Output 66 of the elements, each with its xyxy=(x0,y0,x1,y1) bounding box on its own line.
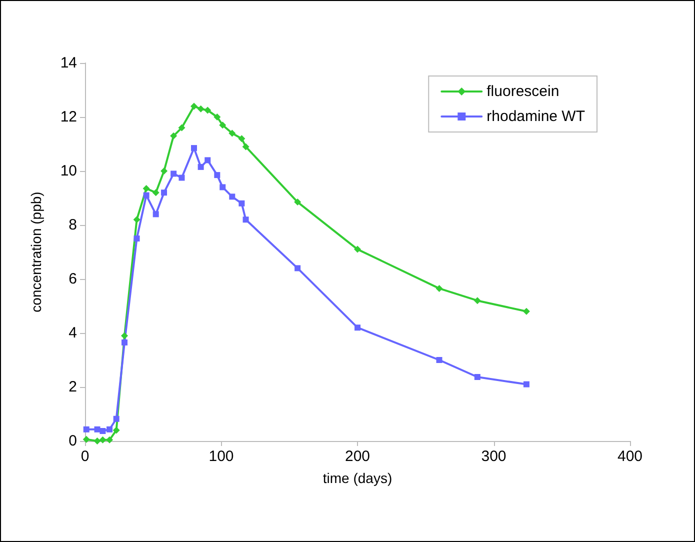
point xyxy=(354,324,360,331)
point xyxy=(294,265,301,272)
point xyxy=(197,105,204,112)
point xyxy=(99,436,106,444)
y-tick-label: 6 xyxy=(68,270,77,288)
point xyxy=(229,194,236,200)
point xyxy=(160,168,168,174)
legend-label: rhodamine WT xyxy=(486,108,586,125)
point xyxy=(198,164,204,170)
point xyxy=(161,190,168,196)
point xyxy=(190,102,198,110)
point xyxy=(83,426,90,432)
point xyxy=(142,185,150,192)
y-tick-label: 4 xyxy=(68,324,77,342)
point xyxy=(214,172,220,178)
point xyxy=(436,284,443,292)
point xyxy=(214,114,221,120)
point xyxy=(170,170,177,177)
point xyxy=(134,236,140,242)
point xyxy=(242,143,250,150)
point xyxy=(242,216,249,223)
point xyxy=(522,308,530,315)
point xyxy=(113,416,120,422)
point xyxy=(178,174,185,181)
y-tick-label: 14 xyxy=(60,54,77,72)
point xyxy=(474,297,481,304)
x-tick-label: 400 xyxy=(617,448,643,465)
point xyxy=(219,122,226,129)
point xyxy=(220,184,226,190)
point xyxy=(294,198,302,206)
point xyxy=(178,124,186,132)
point xyxy=(170,132,178,140)
point xyxy=(152,211,159,218)
point xyxy=(238,135,246,142)
y-tick-label: 0 xyxy=(68,432,77,450)
point xyxy=(523,381,530,388)
point xyxy=(112,426,120,434)
point xyxy=(143,192,150,198)
x-tick-label: 0 xyxy=(80,448,90,465)
y-axis-title: concentration (ppb) xyxy=(28,192,44,312)
x-axis-title: time (days) xyxy=(322,470,392,486)
point xyxy=(191,145,197,152)
point xyxy=(436,357,442,363)
point xyxy=(152,189,160,196)
point xyxy=(94,438,101,444)
x-tick-label: 300 xyxy=(481,448,506,465)
point xyxy=(228,130,236,137)
point xyxy=(100,428,106,434)
x-tick-label: 200 xyxy=(344,448,370,465)
point xyxy=(106,436,114,444)
y-tick-label: 10 xyxy=(60,162,77,180)
point xyxy=(474,374,480,380)
point xyxy=(122,339,128,346)
y-tick-label: 12 xyxy=(60,108,77,126)
point xyxy=(204,106,212,114)
point xyxy=(354,246,361,253)
point xyxy=(133,216,140,224)
point xyxy=(204,157,211,164)
legend-label: fluorescein xyxy=(486,83,560,100)
x-tick-label: 100 xyxy=(208,448,234,465)
y-tick-label: 2 xyxy=(68,378,77,396)
point xyxy=(238,200,245,206)
point xyxy=(121,332,128,340)
y-tick-label: 8 xyxy=(68,216,77,234)
point xyxy=(82,436,90,443)
point xyxy=(106,426,113,432)
